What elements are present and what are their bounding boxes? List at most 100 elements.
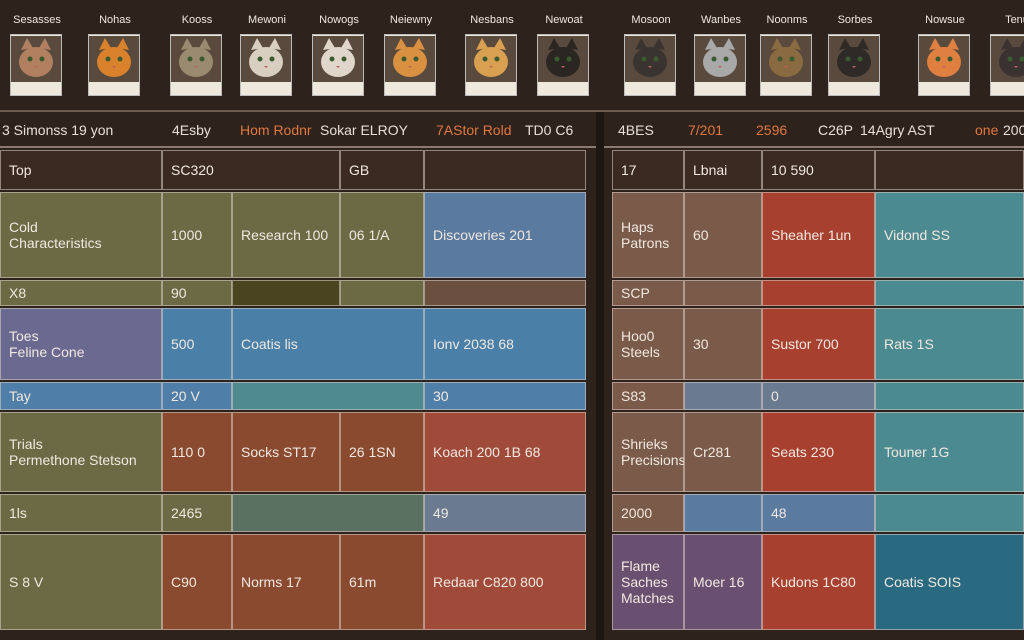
cat-photo	[919, 36, 969, 82]
header-label: one	[975, 122, 999, 138]
table-cell	[875, 494, 1024, 532]
cat-card	[384, 34, 436, 96]
cat-photo	[466, 36, 516, 82]
header-label: C26P	[818, 122, 854, 138]
table-cell: Seats 230	[762, 412, 875, 492]
table-cell: Trials Permethone Stetson	[0, 412, 162, 492]
table-cell: 06 1/A	[340, 192, 424, 278]
cat-card	[240, 34, 292, 96]
cat-photo	[761, 36, 811, 82]
table-cell	[875, 382, 1024, 410]
card-label: Nesbans	[470, 14, 514, 26]
card-label: Mewoni	[248, 14, 286, 26]
header-label: 7AStor Rold	[436, 122, 512, 138]
table-cell	[232, 280, 340, 306]
table-cell: Coatis SOIS	[875, 534, 1024, 630]
table-cell	[424, 280, 586, 306]
table-cell: 17	[612, 150, 684, 190]
table-cell: Toes Feline Cone	[0, 308, 162, 380]
card-label: Tenu	[1005, 14, 1024, 26]
header-label: Sokar ELROY	[320, 122, 408, 138]
table-cell: Moer 16	[684, 534, 762, 630]
table-cell: 60	[684, 192, 762, 278]
column-gap	[596, 112, 604, 640]
header-label: 4BES	[618, 122, 654, 138]
table-cell: 30	[684, 308, 762, 380]
cat-photo	[538, 36, 588, 82]
cat-card	[88, 34, 140, 96]
table-cell: Coatis lis	[232, 308, 424, 380]
table-cell: S 8 V	[0, 534, 162, 630]
table-cell: SCP	[612, 280, 684, 306]
cat-photo	[695, 36, 745, 82]
table-cell: 1ls	[0, 494, 162, 532]
table-cell: Lbnai	[684, 150, 762, 190]
table-cell: 2000	[612, 494, 684, 532]
card-label: Mosoon	[631, 14, 671, 26]
table-cell: S83	[612, 382, 684, 410]
table-cell	[684, 382, 762, 410]
header-label: 4Esby	[172, 122, 211, 138]
cat-photo	[171, 36, 221, 82]
header-label: 3 Simonss 19 yon	[2, 122, 114, 138]
table-cell: GB	[340, 150, 424, 190]
cat-card	[990, 34, 1024, 96]
table-cell: Hoo0 Steels	[612, 308, 684, 380]
cat-card	[694, 34, 746, 96]
table-cell: 49	[424, 494, 586, 532]
table-cell: Sheaher 1un	[762, 192, 875, 278]
table-cell: Sustor 700	[762, 308, 875, 380]
table-cell: Haps Patrons	[612, 192, 684, 278]
table-cell: Top	[0, 150, 162, 190]
table-cell: Cr281	[684, 412, 762, 492]
table-cell: Flame Saches Matches	[612, 534, 684, 630]
cat-card	[465, 34, 517, 96]
table-cell: 61m	[340, 534, 424, 630]
table-cell: 0	[762, 382, 875, 410]
table-cell: 30	[424, 382, 586, 410]
card-label: Noonms	[766, 14, 808, 26]
table-cell: Cold Characteristics	[0, 192, 162, 278]
table-cell: Kudons 1C80	[762, 534, 875, 630]
table-cell: 500	[162, 308, 232, 380]
cat-card	[760, 34, 812, 96]
table-cell: Socks ST17	[232, 412, 340, 492]
card-label: Wanbes	[701, 14, 741, 26]
table-cell: 90	[162, 280, 232, 306]
table-cell	[875, 280, 1024, 306]
cat-card	[828, 34, 880, 96]
table-cell: Rats 1S	[875, 308, 1024, 380]
table-cell: Redaar C820 800	[424, 534, 586, 630]
table-cell: Discoveries 201	[424, 192, 586, 278]
cat-card	[170, 34, 222, 96]
table-cell: 20 V	[162, 382, 232, 410]
table-cell	[232, 382, 424, 410]
header-label: 14Agry AST	[860, 122, 935, 138]
header-label: Hom Rodnr	[240, 122, 312, 138]
table-cell: 48	[762, 494, 875, 532]
header-label: TD0 C6	[525, 122, 574, 138]
table-cell	[232, 494, 424, 532]
table-cell: SC320	[162, 150, 340, 190]
cat-photo	[991, 36, 1024, 82]
cat-photo	[241, 36, 291, 82]
card-label: Nowsue	[925, 14, 965, 26]
table-cell: Norms 17	[232, 534, 340, 630]
table-cell: 1000	[162, 192, 232, 278]
table-cell: C90	[162, 534, 232, 630]
cat-card	[537, 34, 589, 96]
table-cell	[340, 280, 424, 306]
table-cell: X8	[0, 280, 162, 306]
table-cell: 26 1SN	[340, 412, 424, 492]
header-label: 7/201	[688, 122, 724, 138]
card-label: Newoat	[545, 14, 583, 26]
cat-photo	[313, 36, 363, 82]
cat-card	[918, 34, 970, 96]
divider	[0, 110, 1024, 112]
table-cell: Ionv 2038 68	[424, 308, 586, 380]
table-cell: Tay	[0, 382, 162, 410]
divider	[0, 146, 1024, 148]
table-cell: 110 0	[162, 412, 232, 492]
table-cell: 2465	[162, 494, 232, 532]
table-cell: Research 100	[232, 192, 340, 278]
